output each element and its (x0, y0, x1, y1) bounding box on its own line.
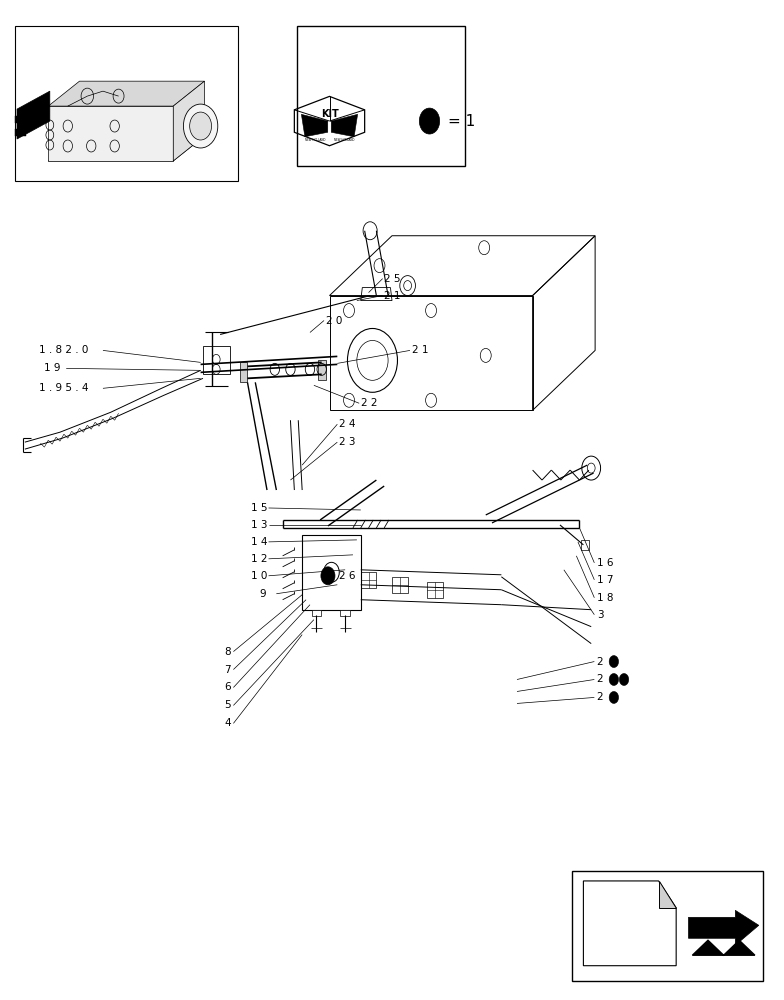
Text: = 1: = 1 (448, 114, 476, 129)
Circle shape (582, 456, 601, 480)
Polygon shape (581, 540, 589, 550)
Text: 1 6: 1 6 (597, 558, 613, 568)
Circle shape (609, 691, 619, 703)
Polygon shape (173, 81, 205, 161)
Text: 2 6: 2 6 (339, 571, 355, 581)
Polygon shape (311, 610, 321, 616)
Text: 2: 2 (597, 692, 604, 702)
Polygon shape (16, 116, 27, 123)
Circle shape (324, 562, 339, 582)
Text: 5: 5 (224, 700, 230, 710)
Polygon shape (318, 360, 325, 380)
Circle shape (183, 104, 218, 148)
Text: 1 3: 1 3 (252, 520, 268, 530)
Text: 2: 2 (597, 675, 604, 685)
Text: 1 5: 1 5 (252, 503, 268, 513)
Text: NEW HOLLAND: NEW HOLLAND (334, 138, 354, 142)
Circle shape (190, 112, 212, 140)
Circle shape (419, 108, 440, 134)
Text: KIT: KIT (321, 109, 339, 119)
Text: 1 0: 1 0 (252, 571, 268, 581)
Circle shape (321, 567, 335, 585)
Text: 2 4: 2 4 (339, 419, 355, 429)
Polygon shape (49, 136, 205, 161)
Polygon shape (17, 91, 50, 139)
Bar (16, 26, 238, 181)
Polygon shape (340, 610, 350, 616)
Polygon shape (692, 940, 755, 955)
Text: 2 5: 2 5 (384, 274, 401, 284)
Circle shape (609, 674, 619, 685)
Text: NEW HOLLAND: NEW HOLLAND (304, 138, 325, 142)
Polygon shape (583, 881, 676, 966)
Text: 1 . 9 5 . 4: 1 . 9 5 . 4 (39, 383, 89, 393)
Text: 1 7: 1 7 (597, 575, 613, 585)
Polygon shape (332, 114, 358, 137)
Bar (572, 871, 763, 981)
Text: 1 . 8 2 . 0: 1 . 8 2 . 0 (39, 345, 89, 355)
Text: 1 9: 1 9 (45, 363, 61, 373)
Text: 2 3: 2 3 (339, 437, 355, 447)
Text: 1 8: 1 8 (597, 593, 613, 603)
Text: 1 2: 1 2 (252, 554, 268, 564)
Text: 3: 3 (597, 610, 604, 620)
Text: 2 1: 2 1 (412, 345, 428, 355)
Circle shape (619, 674, 629, 685)
Circle shape (404, 281, 412, 291)
Polygon shape (301, 114, 328, 137)
Text: 6: 6 (224, 682, 230, 692)
Bar (296, 26, 465, 166)
Polygon shape (240, 362, 248, 382)
Polygon shape (659, 881, 676, 908)
Text: 2 2: 2 2 (361, 398, 377, 408)
Text: 2 1: 2 1 (384, 291, 401, 301)
Polygon shape (688, 910, 759, 945)
Text: 7: 7 (224, 665, 230, 675)
Text: 2 0: 2 0 (325, 316, 342, 326)
Polygon shape (49, 106, 173, 161)
Circle shape (609, 656, 619, 668)
Text: 9: 9 (260, 589, 266, 599)
Text: 1 4: 1 4 (252, 537, 268, 547)
Text: 8: 8 (224, 647, 230, 657)
Polygon shape (49, 81, 205, 106)
Polygon shape (16, 129, 27, 136)
Text: 4: 4 (224, 718, 230, 728)
Text: 2: 2 (597, 657, 604, 667)
